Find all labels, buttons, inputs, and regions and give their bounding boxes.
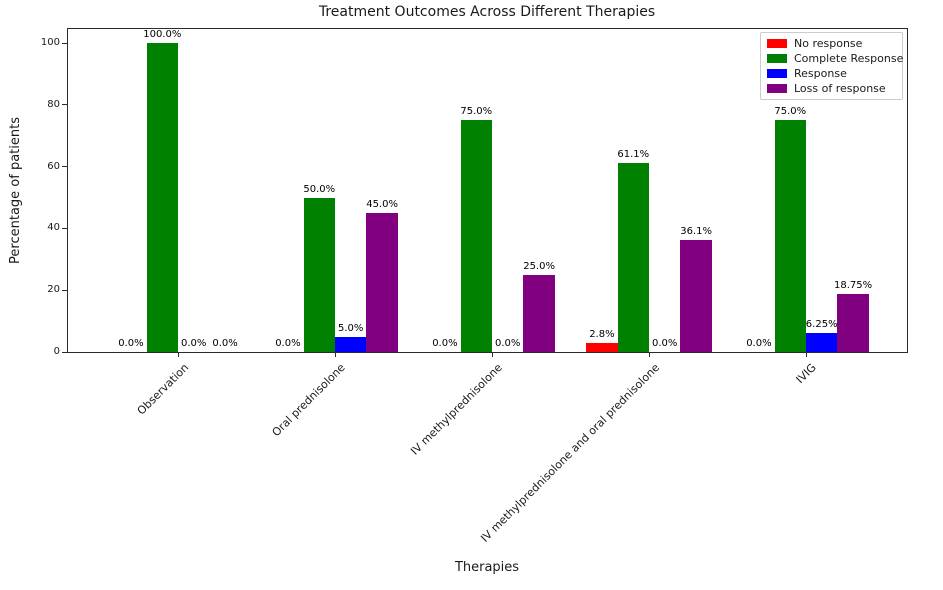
bar-value-label: 0.0% [180, 338, 207, 349]
y-tick-label: 100 [40, 37, 60, 48]
x-axis-label: Therapies [454, 560, 520, 575]
bar-complete-response [617, 163, 649, 352]
bar-value-label: 45.0% [366, 198, 398, 210]
bar-value-label: 0.0% [432, 338, 458, 349]
y-tick-label: 0 [53, 346, 60, 357]
bar-complete-response [774, 120, 806, 352]
x-tick [492, 353, 493, 357]
bar-value-label: 36.1% [680, 226, 712, 238]
bar-response [806, 332, 838, 352]
y-tick-label: 60 [47, 160, 60, 172]
legend-swatch-icon [767, 69, 787, 78]
bar-value-label: 100.0% [143, 29, 182, 40]
bar-value-label: 75.0% [460, 106, 493, 118]
legend: No response Complete Response Response Loss… [760, 32, 903, 100]
legend-label: No response [794, 37, 863, 50]
bar-loss-of-response [523, 274, 555, 352]
bar-complete-response [146, 43, 178, 352]
y-tick [62, 289, 67, 291]
x-tick [649, 353, 650, 357]
bar-value-label: 2.8% [589, 329, 615, 341]
y-tick [62, 42, 67, 44]
bar-value-label: 0.0% [212, 338, 238, 349]
y-tick-label: 40 [47, 222, 60, 234]
legend-swatch-icon [767, 84, 787, 93]
x-tick [806, 353, 807, 357]
x-tick-label: IVIG [794, 361, 820, 387]
chart-title: Treatment Outcomes Across Different Ther… [318, 4, 656, 20]
legend-swatch-icon [767, 39, 787, 48]
legend-item: Loss of response [767, 82, 896, 95]
y-axis-label-wrap: Percentage of patients [2, 28, 28, 352]
legend-item: Response [767, 67, 896, 80]
x-tick-label: Oral prednisolone [270, 361, 349, 440]
legend-label: Complete Response [794, 52, 904, 65]
bar-value-label: 0.0% [275, 338, 301, 349]
y-tick [62, 166, 67, 168]
bar-loss-of-response [680, 240, 712, 352]
legend-label: Response [794, 67, 847, 80]
bar-complete-response [303, 197, 335, 352]
bar-value-label: 75.0% [774, 106, 807, 118]
bar-no-response [586, 343, 618, 352]
x-tick-label: IV methylprednisolone [408, 361, 506, 458]
bar-value-label: 0.0% [651, 338, 678, 349]
x-tick-label: IV methylprednisolone and oral prednisol… [478, 361, 663, 545]
bar-value-label: 18.75% [834, 280, 873, 292]
bar-complete-response [460, 120, 492, 352]
legend-item: Complete Response [767, 52, 903, 65]
y-tick-label: 80 [47, 98, 60, 110]
bar-loss-of-response [837, 294, 869, 352]
bar-loss-of-response [366, 212, 398, 352]
bar-value-label: 0.0% [118, 338, 144, 349]
bar-value-label: 5.0% [337, 322, 364, 334]
bar-value-label: 61.1% [617, 149, 650, 161]
y-tick-label: 20 [47, 284, 60, 296]
bar-response [335, 336, 367, 352]
legend-label: Loss of response [794, 82, 886, 95]
y-tick [62, 227, 67, 229]
y-axis-label: Percentage of patients [7, 116, 23, 264]
bar-value-label: 50.0% [303, 183, 336, 195]
x-tick-label: Observation [134, 361, 192, 418]
bar-value-label: 0.0% [746, 338, 772, 349]
y-tick [62, 351, 67, 353]
legend-item: No response [767, 37, 896, 50]
bar-value-label: 6.25% [805, 318, 838, 330]
x-tick [178, 353, 179, 357]
bar-value-label: 0.0% [494, 338, 521, 349]
legend-swatch-icon [767, 54, 787, 63]
y-tick [62, 104, 67, 106]
bar-value-label: 25.0% [523, 260, 555, 272]
x-tick [335, 353, 336, 357]
